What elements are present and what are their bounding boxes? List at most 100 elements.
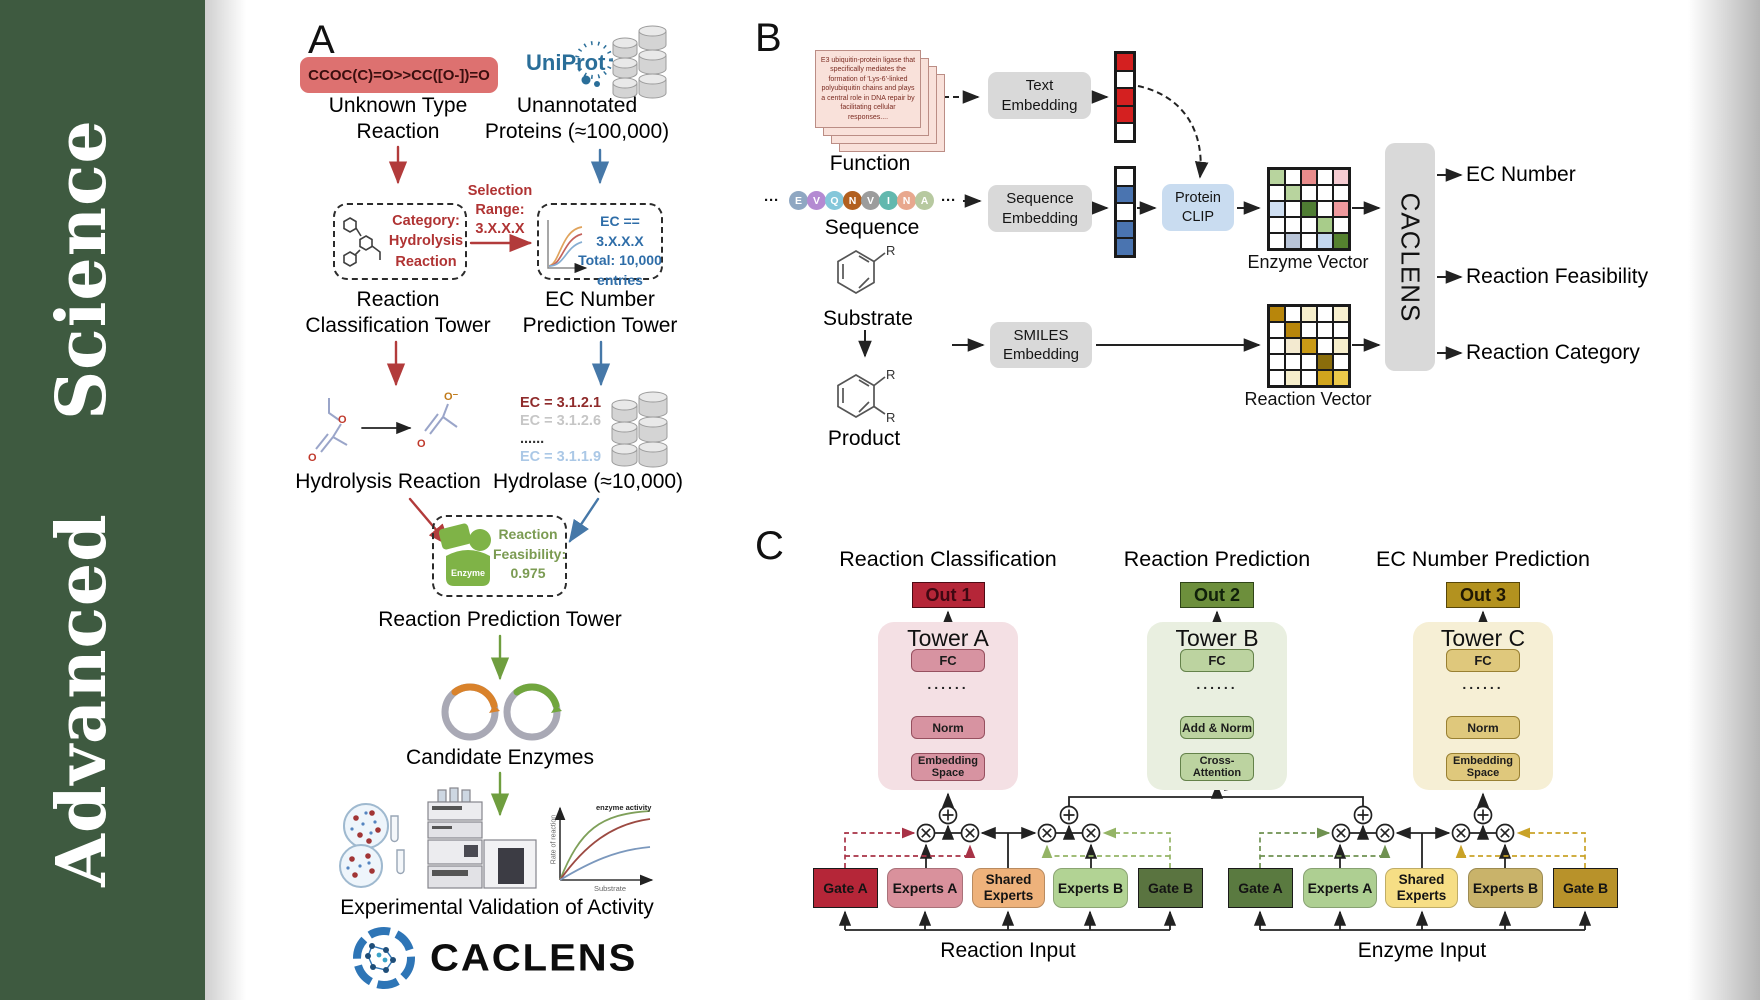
right-experts-a: Experts A — [1303, 868, 1377, 908]
database-icon — [638, 25, 667, 99]
sequence-caption: Sequence — [824, 216, 920, 239]
output-reaction-feasibility: Reaction Feasibility — [1466, 265, 1649, 288]
vector-cell — [1116, 238, 1134, 256]
journal-sidebar: Advanced Science — [0, 0, 205, 1000]
text-embedding-box: Text Embedding — [988, 72, 1091, 119]
vector-cell — [1116, 168, 1134, 186]
atom-o: O — [338, 414, 347, 426]
smiles-embedding-box: SMILES Embedding — [990, 322, 1092, 368]
vector-cell — [1269, 233, 1285, 249]
candidate-enzymes-caption: Candidate Enzymes — [406, 746, 594, 769]
residue-circle: Q — [825, 191, 844, 210]
multiply-circle-icon — [916, 823, 1515, 843]
vector-cell — [1285, 217, 1301, 233]
panel-b-label: B — [755, 16, 782, 60]
category-box — [333, 203, 467, 280]
classification-tower-caption: Reaction Classification Tower — [305, 288, 491, 337]
vector-cell — [1333, 338, 1349, 354]
database-icon — [638, 391, 668, 468]
right-shared-experts: Shared Experts — [1385, 868, 1458, 908]
tower-c-norm: Norm — [1446, 716, 1520, 739]
caclens-logo-icon — [353, 927, 415, 989]
vector-cell — [1333, 201, 1349, 217]
sequence-vector — [1114, 166, 1136, 258]
reaction-vector-matrix — [1267, 304, 1351, 388]
panel-b-arrows — [858, 85, 1463, 360]
tower-a-norm: Norm — [911, 716, 985, 739]
vector-cell — [1116, 220, 1134, 238]
molecule-doodle-icon — [343, 217, 381, 267]
substituent-r: R — [886, 410, 896, 425]
vector-cell — [1301, 354, 1317, 370]
validation-caption: Experimental Validation of Activity — [340, 896, 654, 919]
vial-icons — [390, 815, 405, 875]
atom-o-minus: O⁻ — [444, 391, 459, 403]
database-icon — [612, 37, 638, 99]
prediction-tower-caption: Reaction Prediction Tower — [378, 608, 622, 631]
vector-cell — [1301, 233, 1317, 249]
vector-cell — [1317, 201, 1333, 217]
tower-c-name: Tower C — [1440, 625, 1526, 651]
sequence-ellipsis: ··· — [941, 192, 956, 209]
vector-cell — [1116, 203, 1134, 221]
reaction-vector-label: Reaction Vector — [1244, 389, 1372, 409]
right-gate-b: Gate B — [1553, 868, 1618, 908]
vector-cell — [1116, 123, 1134, 141]
panel-c-label: C — [755, 524, 784, 568]
tower-a-embedding-space: Embedding Space — [911, 753, 985, 781]
vector-cell — [1285, 306, 1301, 322]
page-left-shadow — [205, 0, 260, 1000]
vector-cell — [1285, 201, 1301, 217]
petri-dish-icons — [339, 803, 405, 888]
vector-cell — [1301, 338, 1317, 354]
vector-cell — [1269, 169, 1285, 185]
uniprot-ring-icon — [575, 41, 613, 87]
enzyme-icon — [438, 523, 491, 586]
ec-result-list: EC = 3.1.2.1 EC = 3.1.2.6...... EC = 3.1.1… — [520, 394, 620, 466]
text-vector — [1114, 51, 1136, 143]
left-gate-a: Gate A — [813, 868, 878, 908]
benzene-product-icon — [837, 374, 886, 418]
enzyme-vector-label: Enzyme Vector — [1247, 252, 1369, 272]
enzyme-badge: Enzyme — [450, 568, 485, 578]
vector-cell — [1285, 169, 1301, 185]
enzyme-vector-matrix — [1267, 167, 1351, 251]
aggregation-symbols — [916, 805, 1515, 843]
vector-cell — [1116, 105, 1134, 123]
right-gate-a: Gate A — [1228, 868, 1293, 908]
vector-cell — [1285, 322, 1301, 338]
vector-cell — [1317, 338, 1333, 354]
vector-cell — [1333, 354, 1349, 370]
sequence-ellipsis: ··· — [764, 192, 779, 209]
vector-cell — [1269, 354, 1285, 370]
kinetics-plot-icon — [554, 806, 654, 886]
tower-b-name: Tower B — [1175, 625, 1259, 651]
vector-cell — [1269, 306, 1285, 322]
vector-cell — [1301, 185, 1317, 201]
tower-a-dots: ...... — [927, 676, 969, 692]
vector-cell — [1285, 354, 1301, 370]
vector-cell — [1269, 217, 1285, 233]
reaction-input-label: Reaction Input — [940, 939, 1076, 962]
gate-routing-lines — [844, 827, 1586, 868]
title-reaction-prediction: Reaction Prediction — [1123, 547, 1311, 571]
ec-list-item: EC = 3.1.1.9 — [520, 449, 602, 465]
vector-cell — [1301, 169, 1317, 185]
left-shared-experts: Shared Experts — [972, 868, 1045, 908]
substituent-r: R — [886, 367, 896, 382]
vector-cell — [1285, 233, 1301, 249]
ec-filter-box — [537, 203, 663, 280]
ec-tower-caption: EC Number Prediction Tower — [522, 288, 678, 337]
vector-cell — [1116, 53, 1134, 71]
journal-name: Advanced Science — [42, 119, 122, 887]
vector-cell — [1317, 233, 1333, 249]
vector-cell — [1317, 306, 1333, 322]
vector-cell — [1269, 185, 1285, 201]
caclens-block: CACLENS — [1385, 143, 1435, 371]
vector-cell — [1301, 217, 1317, 233]
substrate-caption: Substrate — [823, 307, 913, 330]
title-ec-number-prediction: EC Number Prediction — [1376, 547, 1590, 571]
sequence-embedding-box: Sequence Embedding — [988, 185, 1092, 232]
atom-o: O — [308, 452, 317, 464]
residue-circle: V — [861, 191, 880, 210]
